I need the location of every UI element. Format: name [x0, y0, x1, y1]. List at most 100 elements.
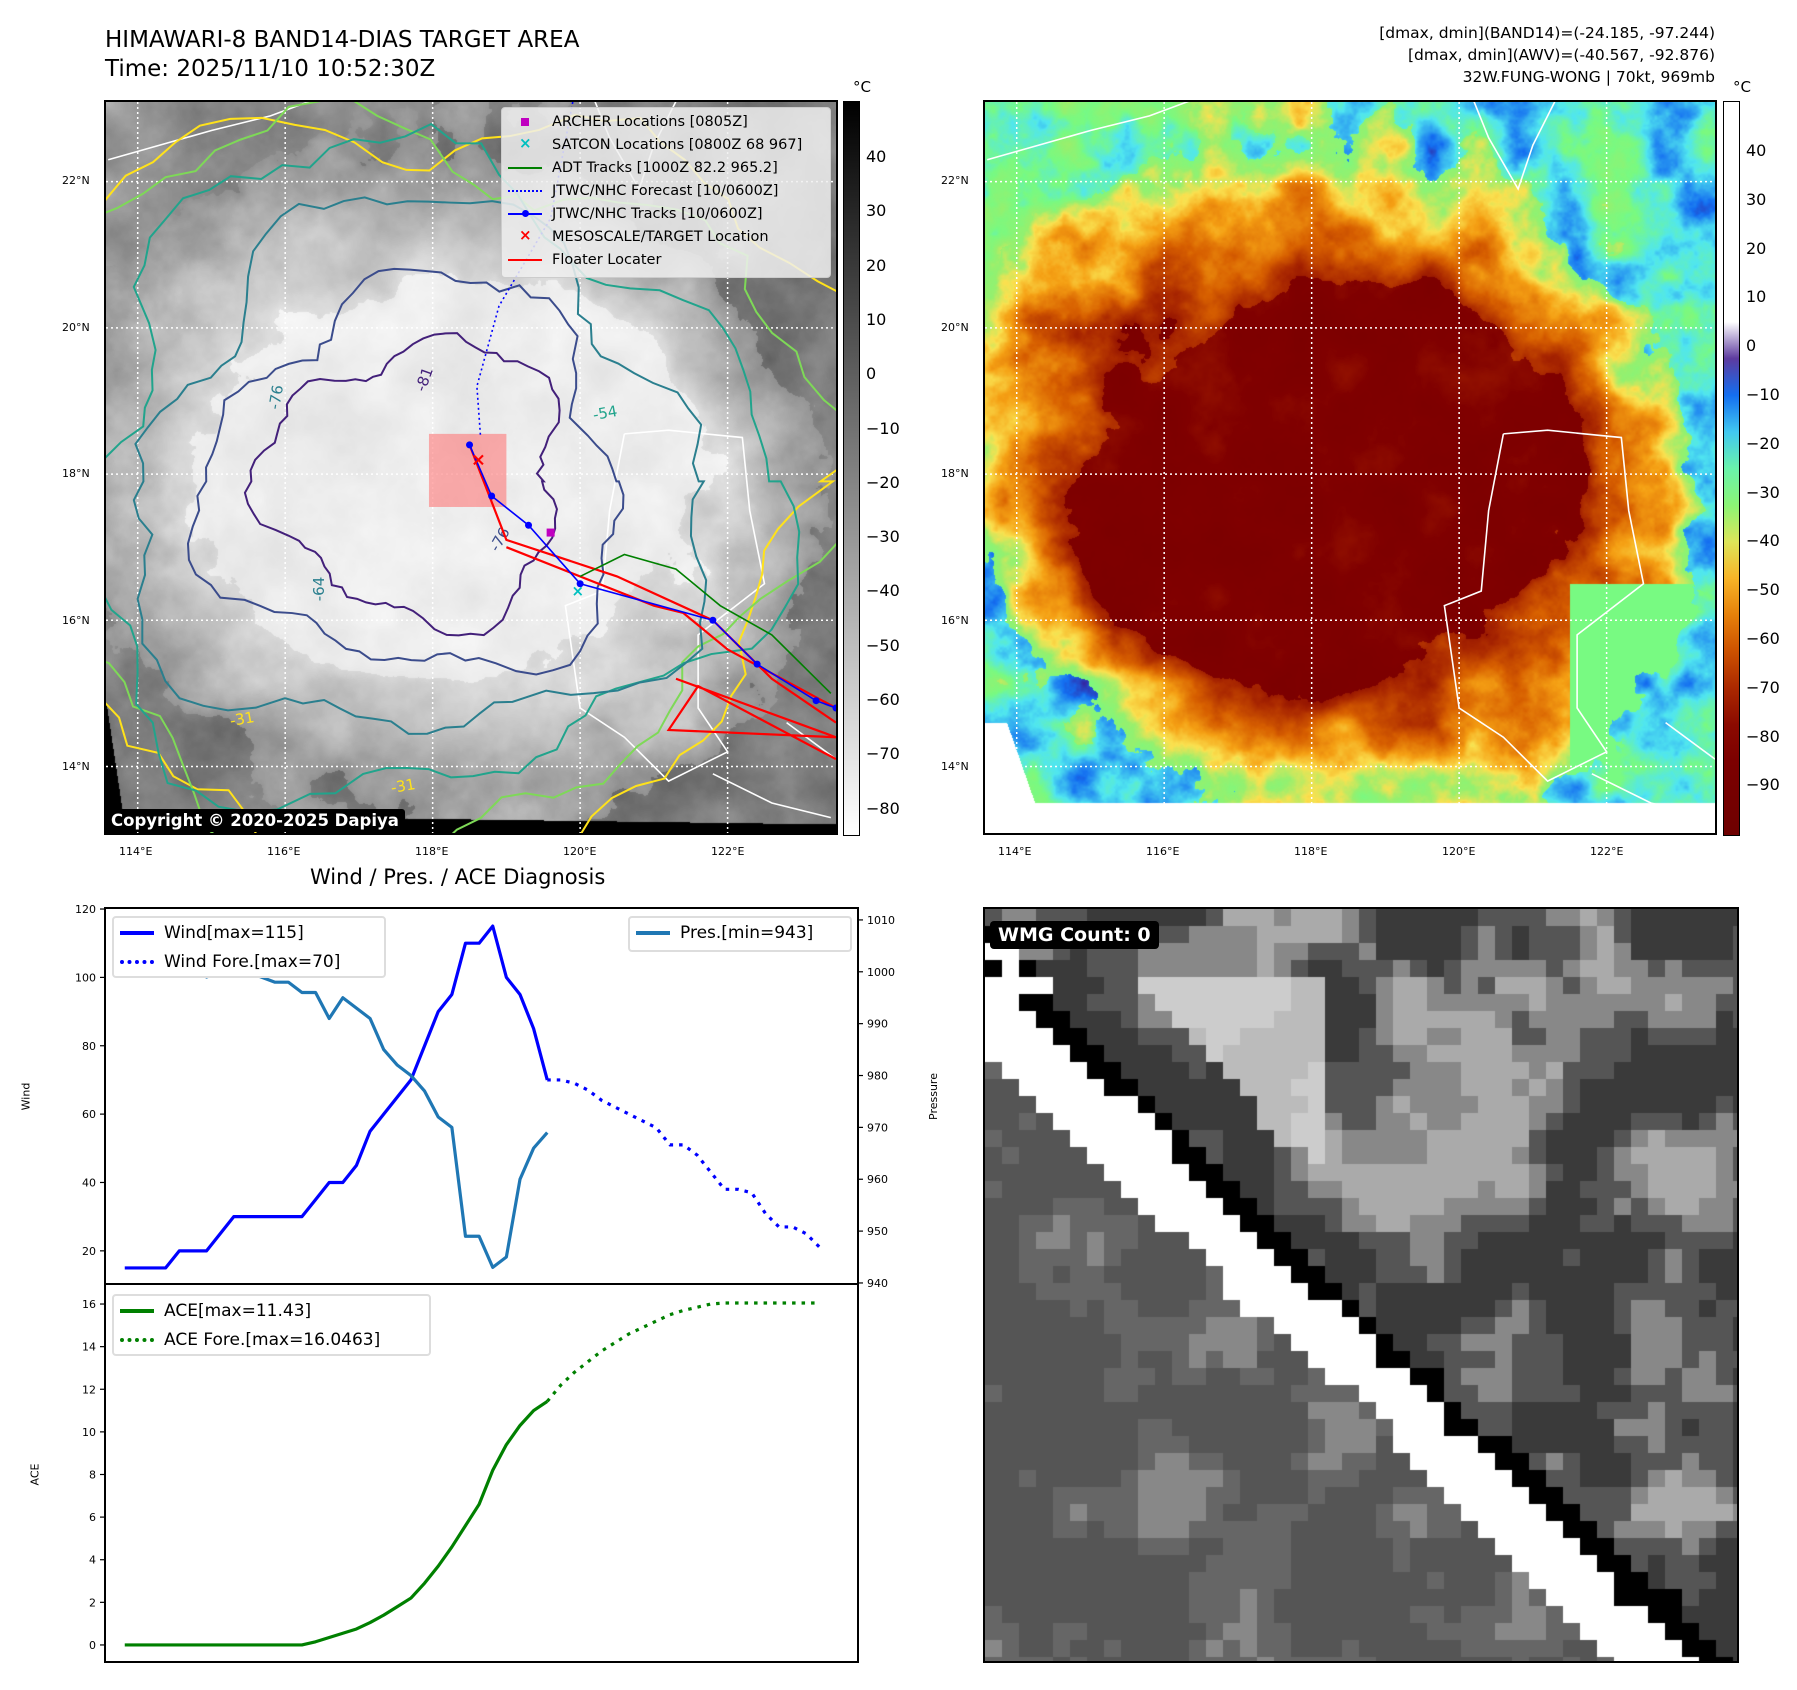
awv-range: [dmax, dmin](AWV)=(-40.567, -92.876) [1408, 46, 1715, 64]
colorbar-tick-label: 40 [1746, 141, 1767, 160]
jtwc-track-point [525, 521, 533, 529]
solid-line-icon [120, 1304, 156, 1318]
coastline [564, 429, 766, 783]
y-tick-label: 60 [82, 1108, 96, 1121]
time-line: Time: 2025/11/10 10:52:30Z [105, 56, 436, 82]
legend-wind-forecast: Wind Fore.[max=70] [114, 947, 384, 976]
awv-colorbar-unit: °C [1733, 78, 1751, 96]
colorbar-tick-label: −60 [1746, 629, 1780, 648]
latitude-label: 22°N [62, 174, 90, 187]
colorbar-tick-label: −10 [1746, 385, 1780, 404]
map-legend-label: SATCON Locations [0800Z 68 967] [552, 136, 803, 153]
y-tick-label: 950 [867, 1225, 888, 1238]
colorbar-tick-label: 20 [866, 255, 887, 275]
y-tick-label: 1000 [867, 966, 895, 979]
longitude-label: 118°E [1294, 845, 1328, 858]
dotted-line-icon [120, 955, 156, 969]
ace-line [124, 1400, 549, 1647]
map-legend-label: JTWC/NHC Forecast [10/0600Z] [552, 182, 779, 199]
longitude-label: 120°E [1442, 845, 1476, 858]
colorbar-tick-label: −50 [1746, 580, 1780, 600]
map-legend-item: JTWC/NHC Tracks [10/0600Z] [502, 202, 830, 225]
ace-forecast-line [546, 1301, 820, 1403]
colorbar-tick-label: 30 [866, 201, 887, 221]
figure-title: HIMAWARI-8 BAND14-DIAS TARGET AREA Time:… [105, 26, 579, 84]
jtwc-track-point [832, 704, 836, 712]
y-tick-label: 960 [867, 1173, 888, 1186]
jtwc-track-point [812, 697, 820, 705]
jtwc-track [468, 444, 836, 709]
colorbar-tick-label: 10 [1746, 287, 1767, 307]
colorbar-tick-label: −30 [1746, 482, 1780, 502]
wmg-panel [983, 907, 1739, 1663]
legend-pressure: Pres.[min=943] [630, 918, 850, 947]
map-legend-label: MESOSCALE/TARGET Location [552, 228, 769, 245]
map-legend-item: ADT Tracks [1000Z 82.2 965.2] [502, 156, 830, 179]
band14-range: [dmax, dmin](BAND14)=(-24.185, -97.244) [1379, 24, 1715, 42]
map-legend-item: Floater Locater [502, 248, 830, 271]
ace-legend: ACE[max=11.43] ACE Fore.[max=16.0463] [112, 1294, 431, 1356]
colorbar-tick-label: −30 [866, 527, 900, 547]
coastline [712, 773, 832, 819]
longitude-label: 122°E [1590, 845, 1624, 858]
contour-label: -31 [229, 708, 256, 730]
y-tick-label: 8 [89, 1468, 96, 1481]
coastline [1665, 721, 1715, 760]
latitude-label: 16°N [62, 613, 90, 627]
temperature-contour [186, 267, 625, 676]
colorbar-tick-label: 0 [866, 364, 877, 384]
solid-line-icon [508, 253, 544, 267]
wmg-imagery [985, 909, 1737, 1661]
pressure-axis-label: Pressure [926, 1073, 940, 1120]
line-dot-marker-icon [508, 207, 544, 221]
y-tick-label: 2 [89, 1596, 96, 1609]
latitude-label: 18°N [62, 467, 90, 480]
awv-imagery [985, 102, 1715, 833]
y-tick-label: 940 [867, 1277, 888, 1290]
contour-label: -76 [265, 384, 287, 411]
map-legend-item: × MESOSCALE/TARGET Location [502, 225, 830, 248]
colorbar-tick-label: −20 [1746, 433, 1780, 453]
coastline [1591, 773, 1711, 819]
colorbar-tick-label: −70 [1746, 677, 1780, 697]
y-tick-label: 16 [82, 1298, 96, 1311]
awv-colorbar [1723, 101, 1740, 836]
copyright-label: Copyright © 2020-2025 Dapiya [105, 809, 405, 832]
colorbar-tick-label: 40 [866, 147, 887, 166]
map-legend: ARCHER Locations [0805Z] × SATCON Location… [501, 107, 831, 278]
longitude-label: 122°E [711, 845, 745, 858]
dotted-line-icon [508, 184, 544, 198]
contour-label: -64 [310, 577, 328, 602]
contour-label: -31 [390, 775, 417, 797]
colorbar-tick-label: −60 [866, 690, 900, 709]
longitude-label: 114°E [998, 845, 1032, 858]
jtwc-track-point [576, 580, 584, 588]
map-legend-item: ARCHER Locations [0805Z] [502, 110, 830, 133]
title-line: HIMAWARI-8 BAND14-DIAS TARGET AREA [105, 27, 580, 53]
archer-location-marker [546, 528, 555, 537]
legend-wind: Wind[max=115] [114, 918, 384, 947]
jtwc-track-point [466, 441, 474, 449]
latitude-label: 20°N [62, 320, 90, 334]
awv-map [983, 100, 1717, 835]
colorbar-tick-label: 0 [1746, 336, 1757, 356]
colorbar-tick-label: −80 [866, 798, 900, 818]
adt-track [579, 553, 832, 694]
jtwc-track-point [488, 492, 496, 500]
legend-ace: ACE[max=11.43] [114, 1296, 429, 1325]
jtwc-forecast-track [476, 102, 574, 438]
legend-label: Pres.[min=943] [680, 922, 814, 943]
awv-overlay [985, 102, 1715, 833]
y-tick-label: 12 [82, 1383, 96, 1396]
coastline [1443, 429, 1645, 783]
colorbar-tick-label: −10 [866, 418, 900, 438]
y-tick-label: 990 [867, 1018, 888, 1031]
longitude-label: 116°E [267, 845, 301, 858]
stats-info: [dmax, dmin](BAND14)=(-24.185, -97.244) … [1379, 22, 1715, 88]
y-tick-label: 100 [75, 971, 96, 984]
y-tick-label: 6 [89, 1511, 96, 1524]
latitude-label: 22°N [941, 174, 969, 187]
y-tick-label: 4 [89, 1554, 96, 1567]
coastline [1473, 102, 1556, 191]
colorbar-tick-label: −80 [1746, 726, 1780, 746]
